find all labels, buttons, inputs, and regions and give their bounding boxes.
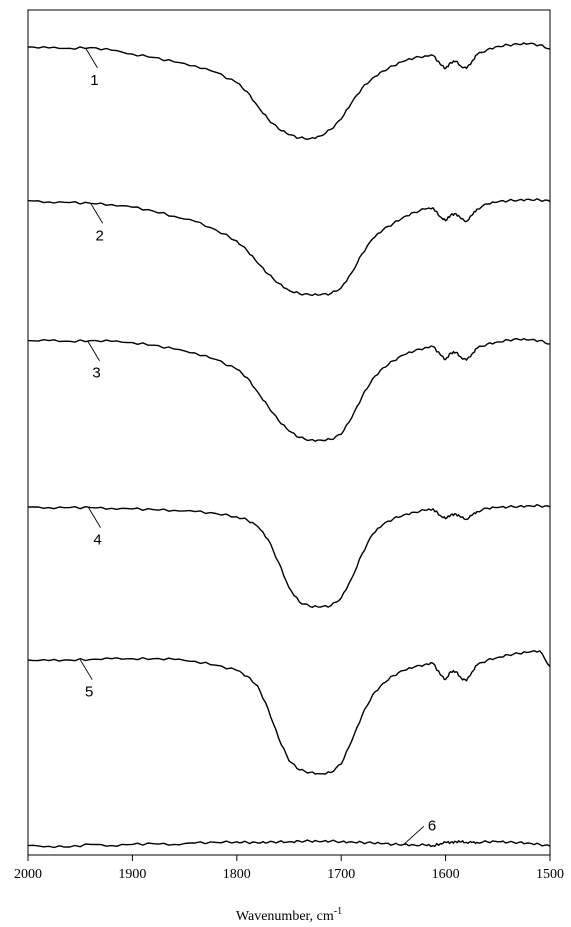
leader-line-3	[87, 340, 100, 361]
leader-line-6	[403, 826, 425, 845]
x-axis-tick-labels: 2000 1900 1800 1700 1600 1500	[14, 867, 564, 882]
curve-label-1: 1	[90, 72, 98, 89]
plot-frame	[27, 9, 551, 856]
x-tick-label-1800: 1800	[223, 867, 251, 882]
leader-line-4	[88, 507, 101, 528]
x-tick-label-1500: 1500	[536, 867, 564, 882]
leader-line-2	[90, 203, 104, 224]
spectrum-trace-5	[27, 650, 551, 775]
leader-line-1	[85, 47, 98, 68]
x-tick-label-1600: 1600	[432, 867, 460, 882]
curve-label-leaders	[79, 47, 425, 845]
spectra-traces	[27, 42, 551, 849]
x-tick-label-2000: 2000	[14, 867, 42, 882]
x-tick-label-1700: 1700	[327, 867, 355, 882]
x-axis-label-text: Wavenumber, cm	[236, 909, 334, 924]
x-tick-label-1900: 1900	[118, 867, 146, 882]
x-axis-label-exponent: -1	[334, 906, 342, 917]
curve-labels: 1 2 3 4 5 6	[85, 72, 436, 835]
curve-label-2: 2	[95, 227, 103, 244]
leader-line-5	[79, 659, 93, 680]
curve-label-5: 5	[85, 684, 93, 701]
spectrum-trace-3	[27, 337, 550, 442]
x-axis-ticks	[27, 855, 551, 861]
curve-label-3: 3	[92, 365, 100, 382]
curve-label-6: 6	[428, 817, 436, 834]
curve-label-4: 4	[93, 532, 101, 549]
spectrum-trace-4	[27, 504, 551, 608]
spectrum-trace-1	[27, 42, 551, 140]
spectrum-trace-6	[27, 839, 551, 849]
spectrum-trace-2	[27, 198, 551, 296]
x-axis-label: Wavenumber, cm-1	[236, 906, 342, 924]
